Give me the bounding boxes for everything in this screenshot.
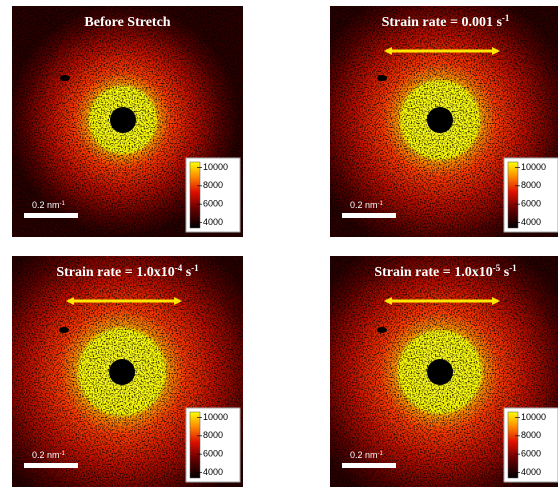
title-part: -1 — [509, 263, 517, 273]
scale-part: -1 — [60, 201, 66, 207]
title-part: -1 — [191, 263, 199, 273]
scale-part: 0.2 nm — [32, 450, 60, 460]
colorbar-label: 8000 — [521, 180, 541, 190]
colorbar-label: 8000 — [521, 430, 541, 440]
scale-bar — [342, 463, 396, 468]
scale-bar — [24, 463, 78, 468]
colorbar-label: 10000 — [521, 412, 546, 422]
scale-part: -1 — [378, 201, 384, 207]
scale-part: 0.2 nm — [32, 200, 60, 210]
scale-part: -1 — [60, 451, 66, 457]
panel: Strain rate = 0.001 s-10.2 nm-1100008000… — [330, 6, 558, 237]
colorbar-label: 4000 — [203, 217, 223, 227]
colorbar-label: 4000 — [203, 467, 223, 477]
scale-bar — [342, 213, 396, 218]
colorbar-label: 8000 — [203, 180, 223, 190]
colorbar-label: 8000 — [203, 430, 223, 440]
colorbar-label: 4000 — [521, 467, 541, 477]
panel-title: Before Stretch — [84, 15, 170, 30]
colorbar-label: 6000 — [203, 199, 223, 209]
beam-stop — [427, 107, 453, 133]
shadow-spot — [377, 327, 387, 333]
colorbar — [508, 412, 518, 478]
colorbar — [190, 162, 200, 228]
panel-title: Strain rate = 0.001 s-1 — [382, 13, 510, 30]
beam-stop — [110, 107, 136, 133]
shadow-spot — [60, 75, 70, 81]
figure: Before Stretch0.2 nm-110000800060004000S… — [0, 0, 558, 490]
scale-part: 0.2 nm — [350, 200, 378, 210]
colorbar — [508, 162, 518, 228]
title-part: Before Stretch — [84, 15, 170, 30]
beam-stop — [427, 359, 453, 385]
scale-part: 0.2 nm — [350, 450, 378, 460]
shadow-spot — [59, 327, 69, 333]
title-part: Strain rate = 0.001 s — [382, 15, 503, 30]
colorbar-label: 10000 — [203, 412, 228, 422]
title-part: Strain rate = 1.0x10 — [56, 265, 174, 280]
colorbar-label: 10000 — [521, 162, 546, 172]
scale-part: -1 — [378, 451, 384, 457]
colorbar-label: 6000 — [521, 449, 541, 459]
shadow-spot — [377, 75, 387, 81]
panel: Strain rate = 1.0x10-4 s-10.2 nm-1100008… — [12, 256, 243, 487]
panel: Strain rate = 1.0x10-5 s-10.2 nm-1100008… — [330, 256, 558, 487]
panel: Before Stretch 0.2 nm-1 10000 8000 6000 4000 — [12, 6, 243, 237]
colorbar — [190, 412, 200, 478]
scale-bar — [24, 213, 78, 218]
title-part: -1 — [502, 13, 510, 23]
colorbar-label: 10000 — [203, 162, 228, 172]
colorbar-label: 6000 — [521, 199, 541, 209]
colorbar-label: 4000 — [521, 217, 541, 227]
colorbar-label: 6000 — [203, 449, 223, 459]
title-part: Strain rate = 1.0x10 — [374, 265, 492, 280]
beam-stop — [109, 359, 135, 385]
